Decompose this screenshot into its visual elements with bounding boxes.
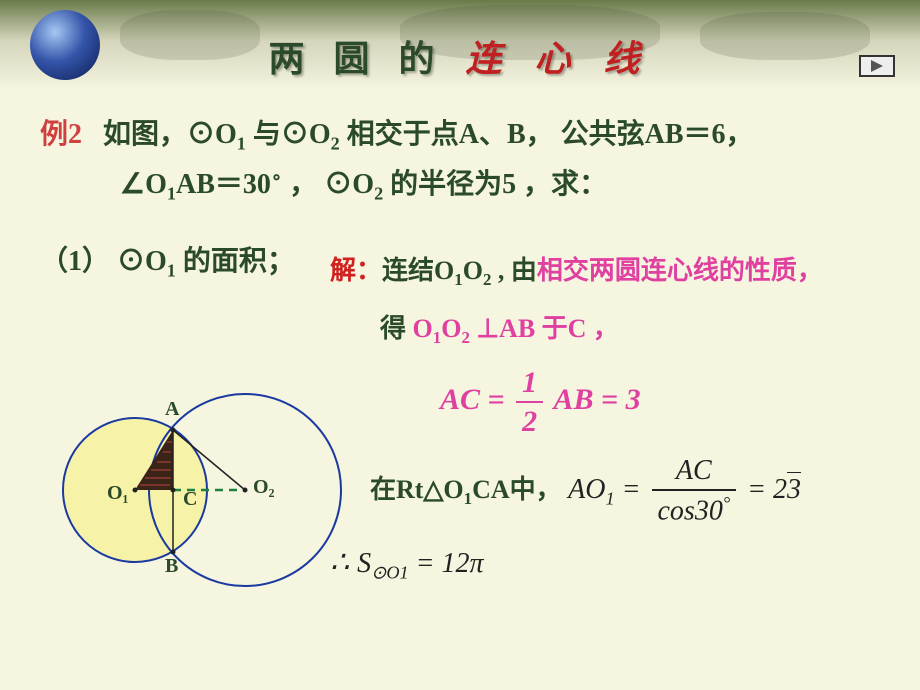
label-c: C xyxy=(183,488,197,511)
next-slide-button[interactable] xyxy=(859,55,895,77)
equation-1: AC = 12 AB = 3 xyxy=(330,366,890,438)
page-title: 两 圆 的 连 心 线 xyxy=(0,30,920,82)
solution-line-2: 得 O1O2 ⊥AB 于C ， xyxy=(330,308,890,348)
point-b xyxy=(171,550,176,555)
label-o1: O₁ xyxy=(107,482,129,505)
geometry-diagram: A B O₁ C O₂ xyxy=(35,390,335,590)
point-a xyxy=(171,428,176,433)
problem-line-1: 例2 如图，⊙O1 与⊙O2 相交于点A、B， 公共弦AB＝6， xyxy=(40,110,880,160)
solution-line-1: 解：连结O1O2 , 由相交两圆连心线的性质， xyxy=(330,250,890,290)
point-c xyxy=(171,488,176,493)
solution-label: 解： xyxy=(330,256,382,285)
slide-header: 两 圆 的 连 心 线 xyxy=(0,0,920,90)
play-icon xyxy=(869,59,885,73)
conclusion: ∴S⊙O1 = 12π xyxy=(330,545,890,584)
solution-block: 解：连结O1O2 , 由相交两圆连心线的性质， 得 O1O2 ⊥AB 于C ， … xyxy=(330,250,890,602)
point-o1 xyxy=(133,488,138,493)
point-o2 xyxy=(243,488,248,493)
equation-2: AO1 = ACcos30° = 23 xyxy=(568,474,801,505)
problem-line-2: ∠O1AB＝30∘ ， ⊙O2 的半径为5 ，求： xyxy=(40,160,880,210)
title-prefix: 两 圆 的 xyxy=(268,39,444,79)
property-text: 相交两圆连心线的性质， xyxy=(537,256,823,285)
solution-line-3: 在Rt△O1CA中， AO1 = ACcos30° = 23 xyxy=(330,456,890,527)
label-o2: O₂ xyxy=(253,476,275,499)
label-a: A xyxy=(165,398,179,421)
title-emphasis: 连 心 线 xyxy=(466,39,652,79)
example-label: 例2 xyxy=(40,119,82,150)
label-b: B xyxy=(165,555,178,578)
